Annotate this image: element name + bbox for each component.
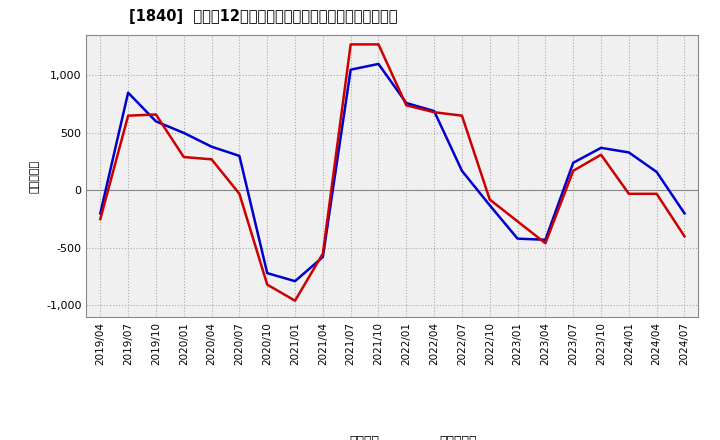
Legend: 経常利益, 当期純利益: 経常利益, 当期純利益 bbox=[303, 430, 482, 440]
当期純利益 bbox=[485, 197, 494, 202]
Text: [1840]  利益の12か月移動合計の対前年同期増減額の推移: [1840] 利益の12か月移動合計の対前年同期増減額の推移 bbox=[130, 9, 397, 24]
Line: 当期純利益: 当期純利益 bbox=[100, 44, 685, 301]
経常利益 bbox=[96, 211, 104, 216]
経常利益 bbox=[569, 160, 577, 165]
経常利益 bbox=[458, 168, 467, 173]
経常利益 bbox=[291, 279, 300, 284]
経常利益 bbox=[207, 144, 216, 149]
経常利益 bbox=[541, 237, 550, 242]
Line: 経常利益: 経常利益 bbox=[100, 64, 685, 281]
当期純利益 bbox=[374, 42, 383, 47]
当期純利益 bbox=[346, 42, 355, 47]
当期純利益 bbox=[124, 113, 132, 118]
経常利益 bbox=[179, 130, 188, 136]
当期純利益 bbox=[96, 216, 104, 222]
経常利益 bbox=[235, 153, 243, 158]
Y-axis label: （百万円）: （百万円） bbox=[29, 159, 39, 193]
経常利益 bbox=[318, 254, 327, 260]
当期純利益 bbox=[291, 298, 300, 303]
当期純利益 bbox=[235, 191, 243, 196]
経常利益 bbox=[402, 100, 410, 106]
経常利益 bbox=[374, 61, 383, 66]
当期純利益 bbox=[318, 251, 327, 256]
当期純利益 bbox=[402, 103, 410, 108]
当期純利益 bbox=[680, 234, 689, 239]
経常利益 bbox=[124, 90, 132, 95]
当期純利益 bbox=[152, 112, 161, 117]
経常利益 bbox=[652, 169, 661, 175]
当期純利益 bbox=[597, 152, 606, 158]
経常利益 bbox=[430, 108, 438, 114]
当期純利益 bbox=[513, 219, 522, 224]
経常利益 bbox=[597, 145, 606, 150]
当期純利益 bbox=[430, 110, 438, 115]
当期純利益 bbox=[569, 168, 577, 173]
当期純利益 bbox=[458, 113, 467, 118]
経常利益 bbox=[263, 271, 271, 276]
経常利益 bbox=[346, 67, 355, 72]
経常利益 bbox=[485, 203, 494, 208]
当期純利益 bbox=[207, 157, 216, 162]
経常利益 bbox=[513, 236, 522, 241]
当期純利益 bbox=[624, 191, 633, 196]
経常利益 bbox=[680, 211, 689, 216]
当期純利益 bbox=[541, 241, 550, 246]
経常利益 bbox=[152, 119, 161, 124]
当期純利益 bbox=[263, 282, 271, 287]
経常利益 bbox=[624, 150, 633, 155]
当期純利益 bbox=[179, 154, 188, 160]
当期純利益 bbox=[652, 191, 661, 196]
